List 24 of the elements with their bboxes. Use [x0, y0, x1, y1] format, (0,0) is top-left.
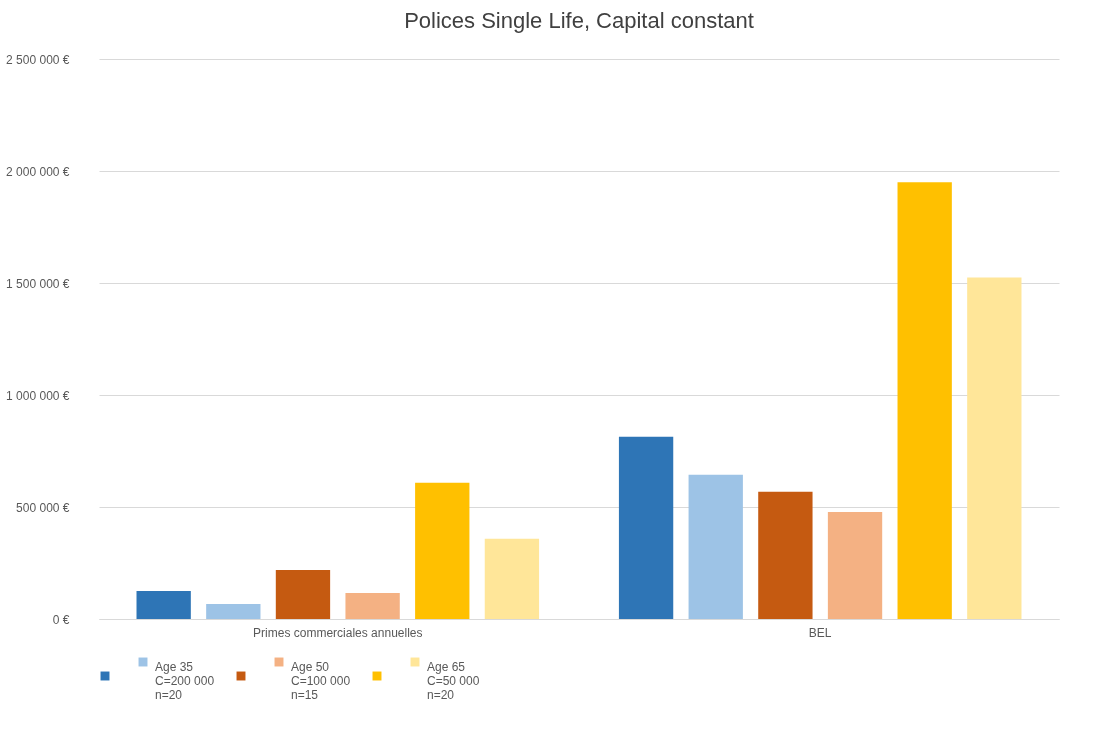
bar: [206, 603, 261, 619]
chart-title: Polices Single Life, Capital constant: [404, 8, 754, 33]
legend-label: Age 65 C=50 000 n=20: [427, 660, 480, 702]
bar: [897, 182, 952, 619]
bar: [618, 436, 674, 619]
bar: [967, 277, 1022, 619]
y-tick-label: 2 000 000 €: [6, 164, 70, 179]
y-tick-label: 0 €: [52, 612, 70, 627]
y-tick-label: 500 000 €: [16, 500, 70, 515]
bar: [275, 569, 331, 619]
x-tick-label: BEL: [808, 625, 832, 640]
x-tick-label: Primes commerciales annuelles: [253, 625, 423, 640]
y-tick-label: 2 500 000 €: [6, 52, 70, 67]
bar: [688, 474, 743, 619]
legend-label: Age 50 C=100 000 n=15: [291, 660, 351, 702]
legend-label: Age 35 C=200 000 n=20: [155, 660, 215, 702]
bar: [136, 591, 191, 619]
bar: [345, 593, 400, 619]
bar: [415, 482, 470, 619]
bar: [484, 538, 540, 619]
y-tick-label: 1 500 000 €: [6, 276, 70, 291]
bar: [827, 511, 883, 619]
bar: [758, 491, 813, 619]
y-tick-label: 1 000 000 €: [6, 388, 70, 403]
